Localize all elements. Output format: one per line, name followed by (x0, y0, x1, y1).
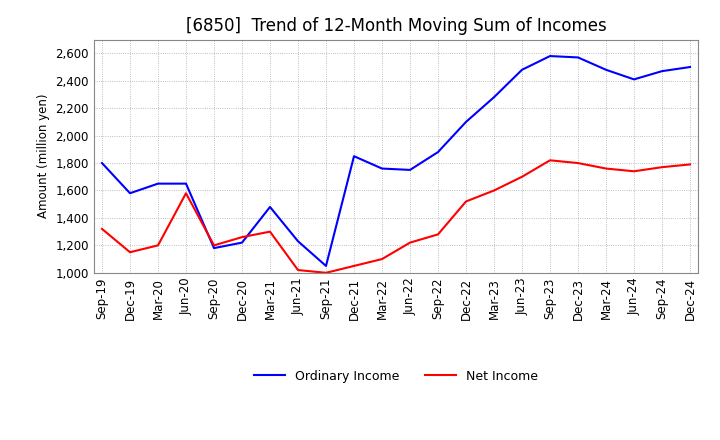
Ordinary Income (378, 166, 387, 171)
Ordinary Income (546, 53, 554, 59)
Legend: Ordinary Income, Net Income: Ordinary Income, Net Income (249, 365, 543, 388)
Line: Ordinary Income: Ordinary Income (102, 56, 690, 266)
Net Income (685, 162, 694, 167)
Ordinary Income (266, 204, 274, 209)
Ordinary Income (322, 263, 330, 268)
Y-axis label: Amount (million yen): Amount (million yen) (37, 94, 50, 218)
Line: Net Income: Net Income (102, 160, 690, 273)
Ordinary Income (405, 167, 414, 172)
Net Income (181, 191, 190, 196)
Ordinary Income (462, 119, 470, 125)
Ordinary Income (126, 191, 135, 196)
Ordinary Income (153, 181, 162, 186)
Net Income (490, 188, 498, 193)
Net Income (126, 249, 135, 255)
Net Income (210, 243, 218, 248)
Net Income (378, 257, 387, 262)
Ordinary Income (518, 67, 526, 73)
Ordinary Income (181, 181, 190, 186)
Title: [6850]  Trend of 12-Month Moving Sum of Incomes: [6850] Trend of 12-Month Moving Sum of I… (186, 17, 606, 35)
Net Income (153, 243, 162, 248)
Ordinary Income (490, 95, 498, 100)
Ordinary Income (98, 161, 107, 166)
Net Income (657, 165, 666, 170)
Net Income (546, 158, 554, 163)
Net Income (574, 161, 582, 166)
Net Income (322, 270, 330, 275)
Net Income (294, 268, 302, 273)
Ordinary Income (294, 238, 302, 244)
Net Income (518, 174, 526, 180)
Net Income (266, 229, 274, 234)
Net Income (405, 240, 414, 245)
Net Income (602, 166, 611, 171)
Ordinary Income (657, 69, 666, 74)
Net Income (433, 232, 442, 237)
Ordinary Income (630, 77, 639, 82)
Ordinary Income (433, 150, 442, 155)
Ordinary Income (574, 55, 582, 60)
Net Income (350, 263, 359, 268)
Net Income (462, 199, 470, 204)
Ordinary Income (685, 64, 694, 70)
Net Income (630, 169, 639, 174)
Net Income (98, 226, 107, 231)
Ordinary Income (350, 154, 359, 159)
Ordinary Income (210, 246, 218, 251)
Ordinary Income (602, 67, 611, 73)
Ordinary Income (238, 240, 246, 245)
Net Income (238, 235, 246, 240)
